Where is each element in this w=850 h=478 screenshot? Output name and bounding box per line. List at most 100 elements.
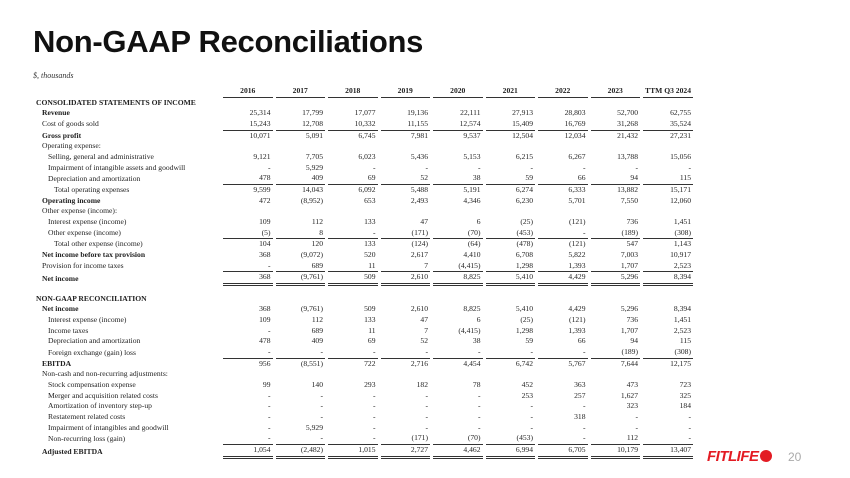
column-header: 2018: [328, 86, 378, 98]
row-label: Depreciation and amortization: [48, 173, 141, 183]
cell-value: 368: [259, 304, 271, 314]
cell-value: 8: [275, 228, 325, 240]
cell-value: -: [267, 422, 271, 432]
table-row: Selling, general and administrative 9,121…: [34, 152, 693, 163]
cell-value: 27,231: [670, 130, 691, 140]
cell-value: (25): [520, 216, 533, 226]
cell-value: 5,296: [620, 304, 638, 314]
row-label: Adjusted EBITDA: [42, 446, 103, 456]
cell-value: 47: [420, 315, 428, 325]
cell-value: (5): [223, 228, 273, 240]
cell-value: 66: [538, 173, 588, 185]
cell-value: [381, 98, 431, 109]
cell-value: 184: [679, 401, 691, 411]
cell-value: (4,415): [458, 325, 481, 335]
table-row: Total operating expenses 9,599 14,043 6,092…: [34, 185, 693, 196]
cell-value: -: [328, 228, 378, 240]
cell-value: 722: [364, 358, 376, 368]
cell-value: (189): [590, 347, 640, 359]
cell-value: 253: [521, 390, 533, 400]
table-row: Impairment of intangibles and goodwill - 5…: [34, 423, 693, 434]
cell-value: -: [372, 412, 376, 422]
row-label: Other expense (income): [48, 228, 121, 238]
cell-value: -: [372, 422, 376, 432]
table-row: Foreign exchange (gain) loss - - - - - - - (189)…: [34, 347, 693, 359]
cell-value: 5,436: [410, 151, 428, 161]
cell-value: -: [635, 422, 638, 432]
cell-value: 52: [420, 336, 428, 346]
cell-value: [591, 369, 641, 380]
cell-value: 94: [590, 173, 640, 185]
cell-value: [433, 141, 483, 152]
cell-value: [381, 141, 431, 152]
page-title: Non-GAAP Reconciliations: [33, 24, 424, 59]
cell-value: 8,394: [643, 272, 693, 286]
cell-value: 21,432: [617, 130, 638, 140]
cell-value: -: [485, 347, 535, 359]
cell-value: 10,332: [328, 119, 378, 131]
cell-value: 38: [433, 173, 483, 185]
cell-value: -: [425, 390, 428, 400]
cell-value: -: [477, 401, 481, 411]
cell-value: 13,407: [643, 445, 693, 459]
cell-value: 115: [643, 173, 693, 185]
cell-value: -: [477, 162, 481, 172]
cell-value: -: [320, 412, 323, 422]
cell-value: 1,393: [538, 261, 588, 273]
cell-value: 653: [364, 195, 376, 205]
cell-value: [328, 98, 378, 109]
cell-value: (8,551): [300, 358, 323, 368]
cell-value: -: [267, 390, 271, 400]
row-label: Selling, general and administrative: [48, 151, 154, 161]
cell-value: -: [328, 347, 378, 359]
cell-value: -: [582, 162, 586, 172]
cell-value: [381, 206, 431, 217]
cell-value: 6,708: [515, 249, 533, 259]
cell-value: 9,121: [253, 151, 271, 161]
row-label: Foreign exchange (gain) loss: [48, 347, 136, 357]
row-label: Interest expense (income): [48, 216, 127, 226]
cell-value: (9,761): [275, 272, 325, 286]
cell-value: 78: [472, 380, 481, 390]
cell-value: 38: [472, 336, 481, 346]
cell-value: (478): [516, 239, 533, 249]
cell-value: 2,523: [673, 325, 691, 335]
cell-value: (121): [569, 315, 586, 325]
row-label: Merger and acquisition related costs: [48, 390, 158, 400]
cell-value: [223, 206, 273, 217]
cell-value: -: [328, 433, 378, 445]
cell-value: 409: [275, 173, 325, 185]
spacer-row: [34, 286, 693, 294]
column-header: 2016: [223, 86, 273, 98]
column-header: 2019: [380, 86, 430, 98]
cell-value: (189): [590, 228, 640, 240]
cell-value: -: [530, 162, 533, 172]
cell-value: 6,742: [515, 358, 533, 368]
cell-value: 140: [311, 380, 323, 390]
cell-value: 1,054: [223, 445, 273, 459]
cell-value: 7,003: [620, 249, 638, 259]
cell-value: -: [688, 412, 691, 422]
cell-value: 478: [223, 173, 273, 185]
cell-value: 14,043: [302, 184, 323, 194]
cell-value: 2,617: [410, 249, 428, 259]
cell-value: 473: [626, 380, 638, 390]
cell-value: (453): [485, 228, 535, 240]
cell-value: -: [643, 433, 693, 445]
cell-value: (308): [643, 228, 693, 240]
table-row: Operating expense:: [34, 141, 693, 152]
table-row: Stock compensation expense 99 140 293 182 78 4…: [34, 380, 693, 391]
row-label: Interest expense (income): [48, 315, 127, 325]
cell-value: 59: [485, 173, 535, 185]
logo-circle-icon: [759, 450, 772, 462]
cell-value: 11: [368, 325, 376, 335]
cell-value: [276, 294, 326, 305]
row-label: Cost of goods sold: [42, 119, 99, 129]
cell-value: 2,493: [410, 195, 428, 205]
cell-value: [591, 98, 641, 109]
cell-value: 9,599: [253, 184, 271, 194]
cell-value: 6,092: [358, 184, 376, 194]
row-label: Provision for income taxes: [42, 261, 124, 270]
cell-value: 10,917: [670, 249, 691, 259]
cell-value: (9,761): [300, 304, 323, 314]
